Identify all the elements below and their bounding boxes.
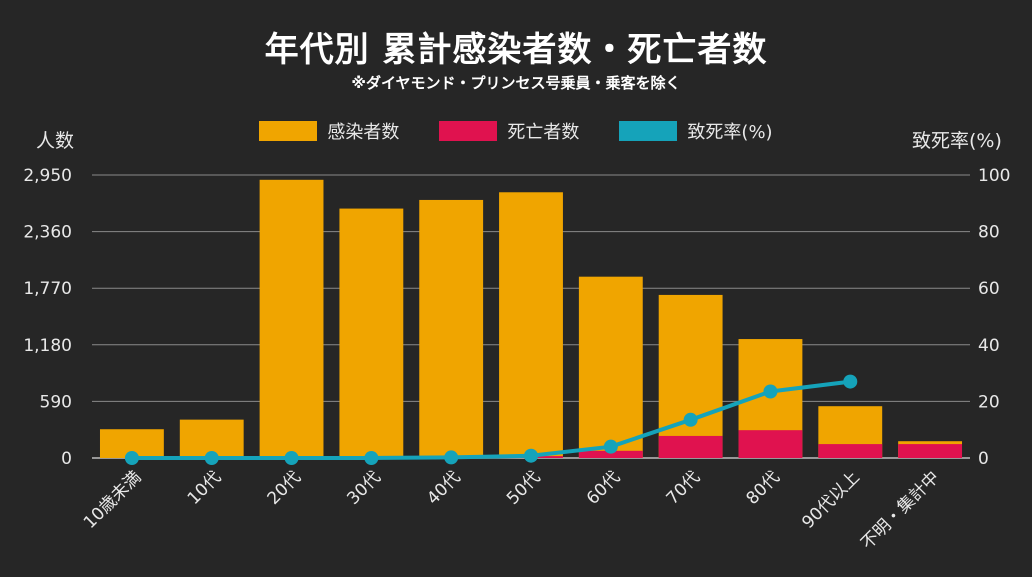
y-tick-label-right: 0 [978,449,989,469]
point-fatality-rate [124,451,139,465]
x-tick-label: 80代 [743,467,784,508]
x-tick-label: 20代 [264,467,305,508]
bar-deaths [578,450,643,458]
bar-infected [578,276,643,458]
point-fatality-rate [603,439,618,454]
bar-infected [419,199,484,458]
y-tick-label-left: 1,770 [23,279,72,299]
x-tick-label: 40代 [423,467,464,508]
legend-swatch-rate [619,121,678,141]
point-fatality-rate [683,412,698,427]
legend-label-rate: 致死率(%) [687,122,773,143]
y-tick-label-left: 2,360 [23,223,72,243]
y-tick-label-right: 20 [978,392,1000,412]
chart-subtitle: ※ダイヤモンド・プリンセス号乗員・乗客を除く [351,74,681,92]
y-tick-label-right: 60 [978,279,1000,299]
legend-label-infected: 感染者数 [327,122,400,143]
x-tick-label: 70代 [663,467,704,508]
bar-infected [499,192,563,458]
x-tick-label: 60代 [583,467,624,508]
chart-title: 年代別 累計感染者数・死亡者数 [264,30,768,70]
bar-deaths [818,444,883,458]
bar-deaths [898,444,963,458]
point-fatality-rate [444,450,459,465]
x-tick-label: 10代 [184,467,225,508]
legend-item-rate: 致死率(%) [619,118,773,144]
x-tick-label: 30代 [343,467,384,508]
bar-deaths [738,430,803,458]
y-tick-label-left: 1,180 [23,336,72,356]
legend-item-infected: 感染者数 [259,118,399,144]
bar-infected [339,208,404,458]
line-fatality-rate [131,379,851,460]
bar-deaths [658,435,723,458]
legend-swatch-infected [259,121,318,141]
legend-swatch-deaths [439,121,498,141]
bar-infected [658,294,723,458]
point-fatality-rate [843,374,858,389]
point-fatality-rate [364,451,379,465]
y-tick-label-left: 2,950 [23,166,72,186]
legend: 感染者数 死亡者数 致死率(%) [0,118,1032,144]
y-tick-label-right: 100 [978,166,1010,186]
y-tick-label-right: 80 [978,223,1000,243]
x-tick-label: 90代以上 [798,467,864,533]
point-fatality-rate [763,384,778,399]
point-fatality-rate [524,448,538,463]
point-fatality-rate [204,451,219,465]
x-tick-label: 10歳未満 [80,467,146,533]
bar-infected [259,179,324,458]
x-tick-label: 不明・集計中 [857,467,943,553]
right-axis-title: 致死率(%) [912,130,1002,152]
x-tick-label: 50代 [503,467,544,508]
y-tick-label-left: 590 [40,392,72,412]
legend-label-deaths: 死亡者数 [507,122,580,143]
left-axis-title: 人数 [36,130,75,152]
y-tick-label-right: 40 [978,336,1000,356]
y-tick-label-left: 0 [61,449,72,469]
legend-item-deaths: 死亡者数 [439,118,579,144]
point-fatality-rate [284,451,299,465]
